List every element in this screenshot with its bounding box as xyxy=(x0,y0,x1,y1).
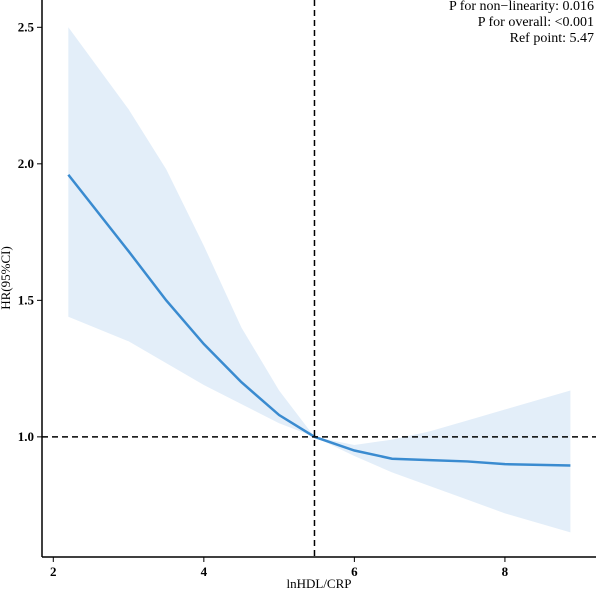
annotation: Ref point: 5.47 xyxy=(510,31,594,46)
annotation: P for overall: <0.001 xyxy=(478,15,594,30)
x-axis-label: lnHDL/CRP xyxy=(286,576,351,591)
y-tick-label: 2.5 xyxy=(18,19,35,34)
x-tick-label: 6 xyxy=(351,564,358,579)
x-tick-label: 2 xyxy=(50,564,57,579)
y-axis-label: HR(95%CI) xyxy=(0,246,13,310)
y-tick-label: 2.0 xyxy=(18,156,34,171)
y-tick-label: 1.5 xyxy=(18,292,35,307)
y-tick-label: 1.0 xyxy=(18,429,34,444)
x-tick-label: 8 xyxy=(502,564,509,579)
x-tick-label: 4 xyxy=(201,564,208,579)
confidence-band xyxy=(68,27,571,533)
annotation: P for non−linearity: 0.016 xyxy=(449,0,594,14)
